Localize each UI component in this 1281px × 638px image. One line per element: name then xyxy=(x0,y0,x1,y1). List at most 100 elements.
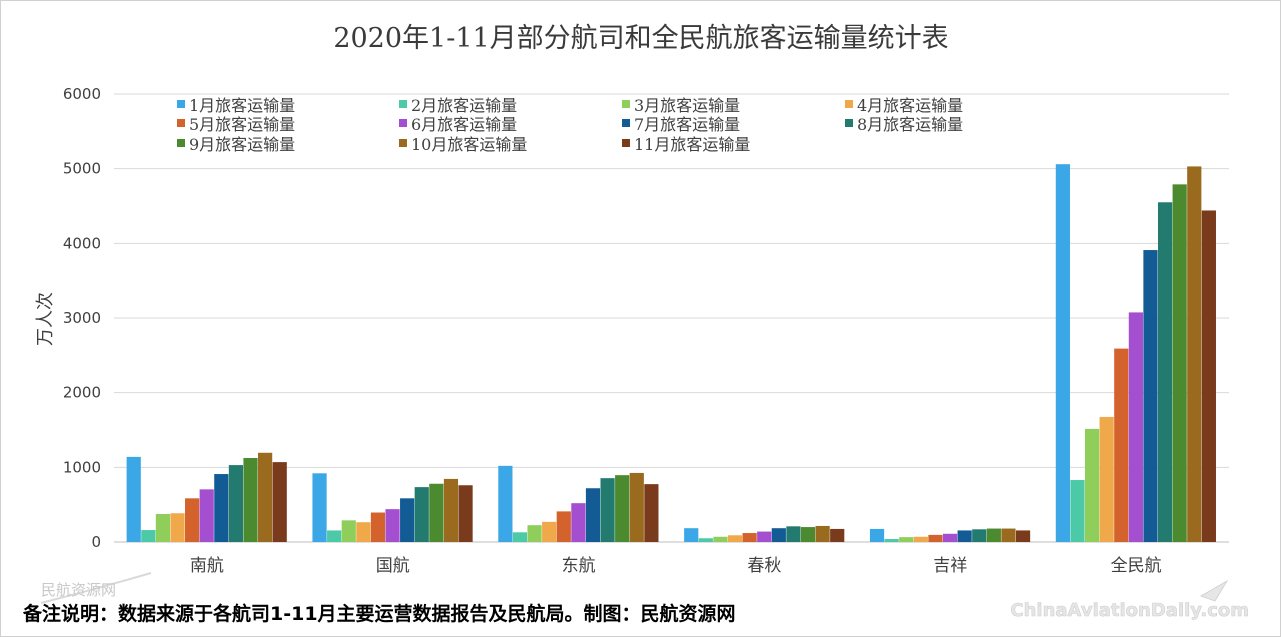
legend: 1月旅客运输量 2月旅客运输量 3月旅客运输量 4月旅客运输量 5月旅客运输量 6月旅客运… xyxy=(177,96,963,154)
legend-label: 5月旅客运输量 xyxy=(189,115,295,134)
bar xyxy=(243,458,258,542)
y-tick-label: 6000 xyxy=(63,85,101,103)
bar xyxy=(615,475,630,542)
legend-swatch xyxy=(845,100,853,108)
bar xyxy=(126,456,141,542)
y-tick-label: 2000 xyxy=(63,384,101,402)
legend-swatch xyxy=(177,100,185,108)
bar xyxy=(272,462,287,542)
legend-label: 11月旅客运输量 xyxy=(634,135,750,154)
legend-swatch xyxy=(845,119,853,127)
bar xyxy=(556,511,571,542)
x-category-label: 南航 xyxy=(190,556,224,576)
bar xyxy=(214,474,229,542)
legend-label: 10月旅客运输量 xyxy=(411,135,527,154)
x-category-label: 东航 xyxy=(562,556,596,576)
bar xyxy=(957,530,972,542)
bar xyxy=(1128,312,1143,542)
bar xyxy=(400,498,415,542)
bar xyxy=(786,526,801,542)
x-category-label: 全民航 xyxy=(1111,556,1162,576)
legend-label: 4月旅客运输量 xyxy=(857,96,963,115)
legend-label: 3月旅客运输量 xyxy=(634,96,740,115)
bar xyxy=(684,528,699,542)
bar xyxy=(571,503,586,542)
bar xyxy=(830,528,845,542)
x-category-label: 吉祥 xyxy=(933,556,967,576)
bar xyxy=(155,514,171,542)
bar xyxy=(713,536,728,542)
x-axis-categories: 南航 国航 东航 春秋 吉祥 全民航 xyxy=(190,556,1162,576)
bar xyxy=(1001,528,1016,542)
bar xyxy=(228,465,244,542)
legend-swatch xyxy=(399,119,407,127)
legend-swatch xyxy=(177,119,185,127)
bar xyxy=(327,530,342,542)
bar xyxy=(1015,530,1031,542)
bar xyxy=(429,483,444,542)
y-tick-label: 1000 xyxy=(63,458,101,476)
bar xyxy=(185,498,200,542)
bar xyxy=(1143,250,1158,543)
bar xyxy=(170,513,185,542)
y-axis-label: 万人次 xyxy=(35,292,56,346)
bar xyxy=(757,531,772,542)
bar xyxy=(1187,166,1202,542)
bar xyxy=(972,529,987,542)
bar xyxy=(498,465,513,542)
bar xyxy=(884,539,899,542)
bar xyxy=(199,489,214,542)
y-tick-label: 3000 xyxy=(63,309,101,327)
bar xyxy=(942,533,958,542)
bar xyxy=(458,485,473,542)
watermark-site-text: ChinaAviationDaily.com xyxy=(1010,600,1249,621)
bar xyxy=(742,533,757,542)
legend-swatch xyxy=(622,100,630,108)
chart-title: 2020年1-11月部分航司和全民航旅客运输量统计表 xyxy=(333,23,948,54)
bar xyxy=(727,535,743,542)
bar-series-group xyxy=(126,164,1216,543)
legend-swatch xyxy=(399,139,407,147)
bar xyxy=(414,487,429,542)
gridlines xyxy=(114,93,1229,543)
footer-note: 备注说明：数据来源于各航司1-11月主要运营数据报告及民航局。制图：民航资源网 xyxy=(22,602,736,625)
bar xyxy=(385,509,400,542)
bar xyxy=(1114,348,1129,542)
legend-swatch xyxy=(399,100,407,108)
legend-label: 9月旅客运输量 xyxy=(189,135,295,154)
bar xyxy=(527,525,542,542)
watermark-left-logo: 民航资源网 xyxy=(40,572,152,604)
bar xyxy=(341,520,356,542)
watermark-right: ChinaAviationDaily.com xyxy=(1010,579,1249,621)
bar xyxy=(258,452,273,542)
bar xyxy=(629,472,644,542)
bar xyxy=(913,536,928,542)
bar xyxy=(600,478,615,542)
legend-label: 1月旅客运输量 xyxy=(189,96,295,115)
bar xyxy=(1201,210,1216,543)
bar xyxy=(512,532,528,542)
bar xyxy=(370,512,386,542)
legend-label: 7月旅客运输量 xyxy=(634,115,740,134)
y-tick-label: 5000 xyxy=(63,160,101,178)
bar xyxy=(312,473,327,542)
bar xyxy=(815,525,830,542)
bar xyxy=(869,528,885,542)
bar xyxy=(1172,184,1187,542)
bar xyxy=(928,534,943,542)
legend-swatch xyxy=(622,119,630,127)
bar xyxy=(542,521,557,542)
bar xyxy=(1070,480,1085,542)
legend-label: 6月旅客运输量 xyxy=(411,115,517,134)
bar xyxy=(644,484,659,542)
legend-swatch xyxy=(177,139,185,147)
bar xyxy=(443,478,459,542)
bar xyxy=(986,528,1001,542)
bar xyxy=(1099,416,1114,542)
bar xyxy=(141,530,156,542)
y-axis-ticks: 0 1000 2000 3000 4000 5000 6000 xyxy=(63,85,101,551)
legend-label: 8月旅客运输量 xyxy=(857,115,963,134)
bar xyxy=(800,527,816,542)
y-tick-label: 0 xyxy=(91,533,101,551)
